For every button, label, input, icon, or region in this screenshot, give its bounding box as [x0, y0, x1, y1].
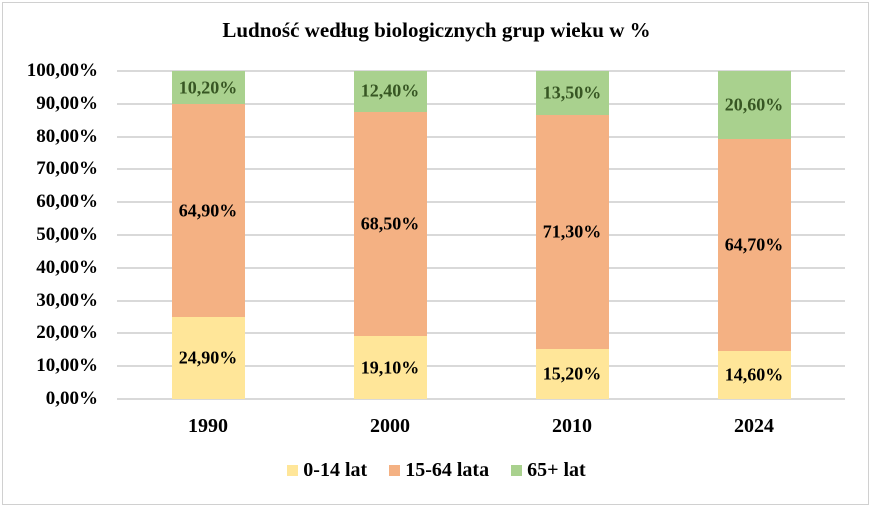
- data-label: 13,50%: [542, 82, 602, 103]
- y-tick-label: 10,00%: [36, 355, 98, 377]
- bar-2010: 15,20% 71,30% 13,50%: [535, 71, 609, 399]
- legend-item: 0-14 lat: [287, 459, 367, 482]
- gridline: [117, 266, 845, 269]
- chart-title: Ludność według biologicznych grup wieku …: [222, 18, 651, 42]
- y-tick-label: 80,00%: [36, 125, 98, 147]
- legend-swatch-icon: [511, 465, 523, 476]
- data-label: 12,40%: [360, 80, 420, 101]
- bar-segment: [717, 351, 791, 399]
- gridline: [117, 102, 845, 105]
- bar-segment: [717, 71, 791, 139]
- y-tick-label: 0,00%: [45, 388, 98, 409]
- y-tick-label: 50,00%: [36, 224, 98, 245]
- gridline: [117, 332, 845, 335]
- x-tick-label: 2024: [734, 415, 774, 437]
- y-tick-label: 70,00%: [36, 158, 98, 180]
- data-label: 14,60%: [724, 364, 784, 385]
- legend-item: 15-64 lata: [389, 459, 489, 482]
- legend-swatch-icon: [389, 465, 401, 476]
- gridline: [117, 365, 845, 368]
- legend-label: 65+ lat: [527, 459, 586, 481]
- bar-segment: [353, 336, 427, 399]
- data-label: 64,90%: [178, 200, 238, 221]
- bar-1990: 24,90% 64,90% 10,20%: [171, 71, 245, 399]
- y-tick-label: 90,00%: [36, 92, 98, 114]
- legend-label: 15-64 lata: [405, 459, 490, 481]
- x-tick-label: 1990: [188, 415, 228, 437]
- bar-segment: [171, 104, 245, 318]
- gridline: [117, 234, 845, 236]
- data-label: 20,60%: [724, 94, 784, 115]
- gridline: [117, 168, 845, 171]
- data-label: 24,90%: [178, 347, 238, 368]
- y-tick-label: 100,00%: [26, 60, 98, 81]
- data-label: 64,70%: [724, 234, 784, 255]
- data-label: 68,50%: [360, 213, 420, 234]
- bar-segment: [535, 71, 609, 116]
- bar-segment: [535, 349, 609, 399]
- bar-segment: [171, 317, 245, 399]
- x-tick-label: 2010: [552, 415, 592, 437]
- legend-item: 65+ lat: [511, 459, 586, 482]
- legend-swatch-icon: [287, 465, 299, 476]
- y-tick-label: 60,00%: [36, 191, 98, 213]
- bar-2024: 14,60% 64,70% 20,60%: [717, 71, 791, 399]
- gridline: [117, 135, 845, 138]
- y-tick-label: 30,00%: [36, 289, 98, 311]
- plot-area: 24,90% 64,90% 10,20% 19,10% 68,50% 12,40% 15,2…: [117, 70, 845, 400]
- bar-segment: [171, 71, 245, 105]
- bar-segment: [353, 111, 427, 337]
- bar-segment: [535, 115, 609, 350]
- gridline: [117, 70, 845, 72]
- gridline: [117, 201, 845, 204]
- data-label: 15,20%: [542, 363, 602, 384]
- legend: 0-14 lat 15-64 lata 65+ lat: [0, 459, 873, 482]
- bar-segment: [717, 138, 791, 352]
- y-tick-label: 40,00%: [36, 256, 98, 278]
- data-label: 19,10%: [360, 357, 420, 378]
- y-tick-label: 20,00%: [36, 322, 98, 344]
- data-label: 10,20%: [178, 77, 238, 98]
- gridline: [117, 299, 845, 302]
- legend-label: 0-14 lat: [303, 459, 368, 481]
- data-label: 71,30%: [542, 221, 602, 242]
- bar-2000: 19,10% 68,50% 12,40%: [353, 71, 427, 399]
- bar-segment: [353, 71, 427, 112]
- gridline: [117, 398, 845, 400]
- x-tick-label: 2000: [370, 415, 410, 437]
